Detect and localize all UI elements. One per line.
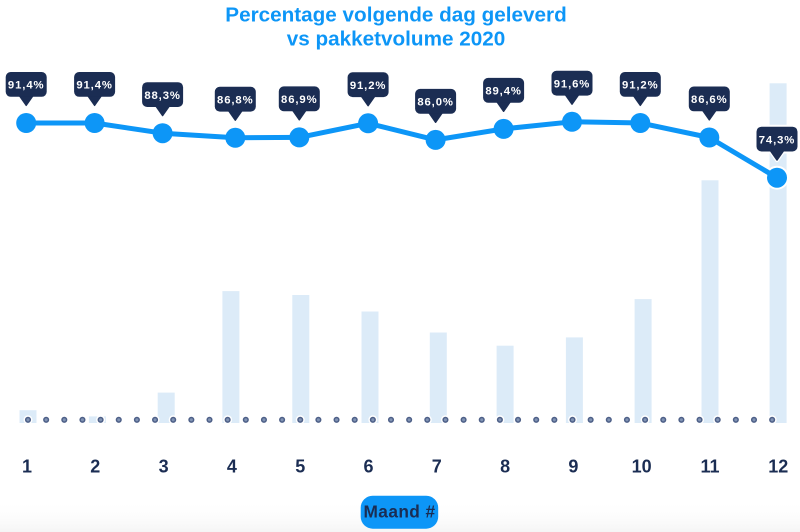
svg-text:7: 7: [432, 457, 442, 477]
svg-text:10: 10: [632, 457, 652, 477]
svg-text:91,6%: 91,6%: [554, 78, 591, 90]
svg-text:Maand #: Maand #: [364, 502, 436, 522]
svg-text:6: 6: [363, 457, 373, 477]
svg-text:11: 11: [700, 457, 719, 477]
svg-text:3: 3: [159, 457, 169, 477]
svg-text:86,9%: 86,9%: [281, 94, 318, 106]
svg-text:vs pakketvolume 2020: vs pakketvolume 2020: [287, 27, 506, 50]
svg-text:Percentage volgende dag geleve: Percentage volgende dag geleverd: [225, 4, 566, 27]
svg-text:2: 2: [90, 457, 100, 477]
svg-text:86,6%: 86,6%: [691, 94, 728, 106]
svg-text:5: 5: [295, 457, 305, 477]
svg-text:91,4%: 91,4%: [8, 80, 45, 92]
svg-text:88,3%: 88,3%: [144, 90, 181, 102]
svg-text:12: 12: [768, 457, 788, 477]
svg-text:4: 4: [227, 457, 237, 477]
svg-text:1: 1: [22, 457, 32, 477]
svg-text:91,2%: 91,2%: [622, 80, 659, 92]
svg-text:91,2%: 91,2%: [350, 80, 387, 92]
svg-text:86,0%: 86,0%: [417, 97, 454, 109]
svg-text:9: 9: [568, 457, 578, 477]
svg-text:89,4%: 89,4%: [485, 86, 522, 98]
svg-text:91,4%: 91,4%: [76, 80, 113, 92]
svg-text:86,8%: 86,8%: [217, 94, 254, 106]
svg-text:74,3%: 74,3%: [759, 134, 796, 146]
svg-text:8: 8: [500, 457, 510, 477]
